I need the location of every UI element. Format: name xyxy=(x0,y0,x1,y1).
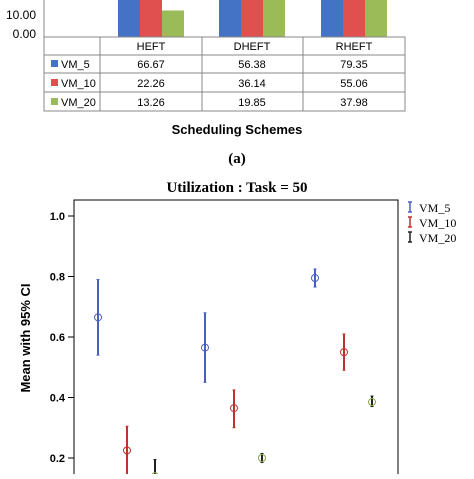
legend-label: VM_20 xyxy=(419,231,456,245)
y-tick-label: 0.00 xyxy=(13,27,37,41)
table-cell: 66.67 xyxy=(137,59,165,71)
category-label: RHEFT xyxy=(336,41,373,53)
bar-vm10 xyxy=(241,0,263,37)
y-tick-label: 0.2 xyxy=(50,453,65,465)
bar-vm5 xyxy=(321,0,343,37)
data-table: HEFT DHEFT RHEFT VM_5 VM_10 VM_20 66.67 … xyxy=(43,36,406,112)
y-axis: 1.0 0.8 0.6 0.4 0.2 xyxy=(50,211,74,465)
legend-label: VM_5 xyxy=(419,201,450,215)
bar-vm5 xyxy=(219,0,241,37)
mean-marker xyxy=(94,313,102,322)
y-tick-label: 1.0 xyxy=(50,211,65,223)
y-tick-label: 0.8 xyxy=(50,272,65,284)
table-cell: 55.06 xyxy=(340,78,368,90)
plot-frame xyxy=(73,199,399,479)
bar-vm10 xyxy=(343,0,365,37)
legend-label: VM_10 xyxy=(419,216,456,230)
mean-marker xyxy=(340,348,348,357)
series-label: VM_20 xyxy=(61,97,96,109)
table-cell: 19.85 xyxy=(238,97,266,109)
legend-swatch-vm10 xyxy=(51,79,58,86)
x-axis-title: Scheduling Schemes xyxy=(172,122,303,137)
bar-vm20 xyxy=(263,0,285,37)
table-cell: 79.35 xyxy=(340,59,368,71)
mean-marker xyxy=(201,343,209,352)
bar-vm20 xyxy=(162,10,184,37)
chart-title: Utilization : Task = 50 xyxy=(166,180,307,196)
bar-vm10 xyxy=(140,0,162,37)
bar-group xyxy=(118,0,387,37)
series-label: VM_5 xyxy=(61,59,90,71)
series-label: VM_10 xyxy=(61,78,96,90)
category-label: DHEFT xyxy=(234,41,271,53)
mean-marker xyxy=(311,274,319,283)
table-cell: 36.14 xyxy=(238,78,266,90)
legend: VM_5 VM_10 VM_20 xyxy=(408,201,456,245)
y-tick-label: 0.6 xyxy=(50,332,65,344)
ci-series xyxy=(94,268,376,479)
table-cell: 13.26 xyxy=(137,97,165,109)
mean-marker xyxy=(230,404,238,413)
y-tick-label: 10.00 xyxy=(6,8,36,22)
ci-chart: Utilization : Task = 50 Mean with 95% CI… xyxy=(18,180,456,479)
table-cell: 37.98 xyxy=(340,97,368,109)
mean-marker xyxy=(258,454,266,462)
legend-swatch-vm5 xyxy=(51,60,58,67)
bar-vm5 xyxy=(118,0,140,37)
bar-vm20 xyxy=(365,0,387,37)
legend-swatch-vm20 xyxy=(51,98,58,105)
table-cell: 56.38 xyxy=(238,59,266,71)
panel-caption: (a) xyxy=(228,151,246,167)
mean-marker xyxy=(123,446,131,455)
mean-marker xyxy=(368,398,376,407)
y-axis-title: Mean with 95% CI xyxy=(18,283,33,392)
y-tick-label: 0.4 xyxy=(50,393,66,405)
bar-chart: 10.00 0.00 HEFT DHEFT RHEFT VM_5 VM_10 V… xyxy=(6,0,406,167)
category-label: HEFT xyxy=(137,41,166,53)
table-cell: 22.26 xyxy=(137,78,165,90)
